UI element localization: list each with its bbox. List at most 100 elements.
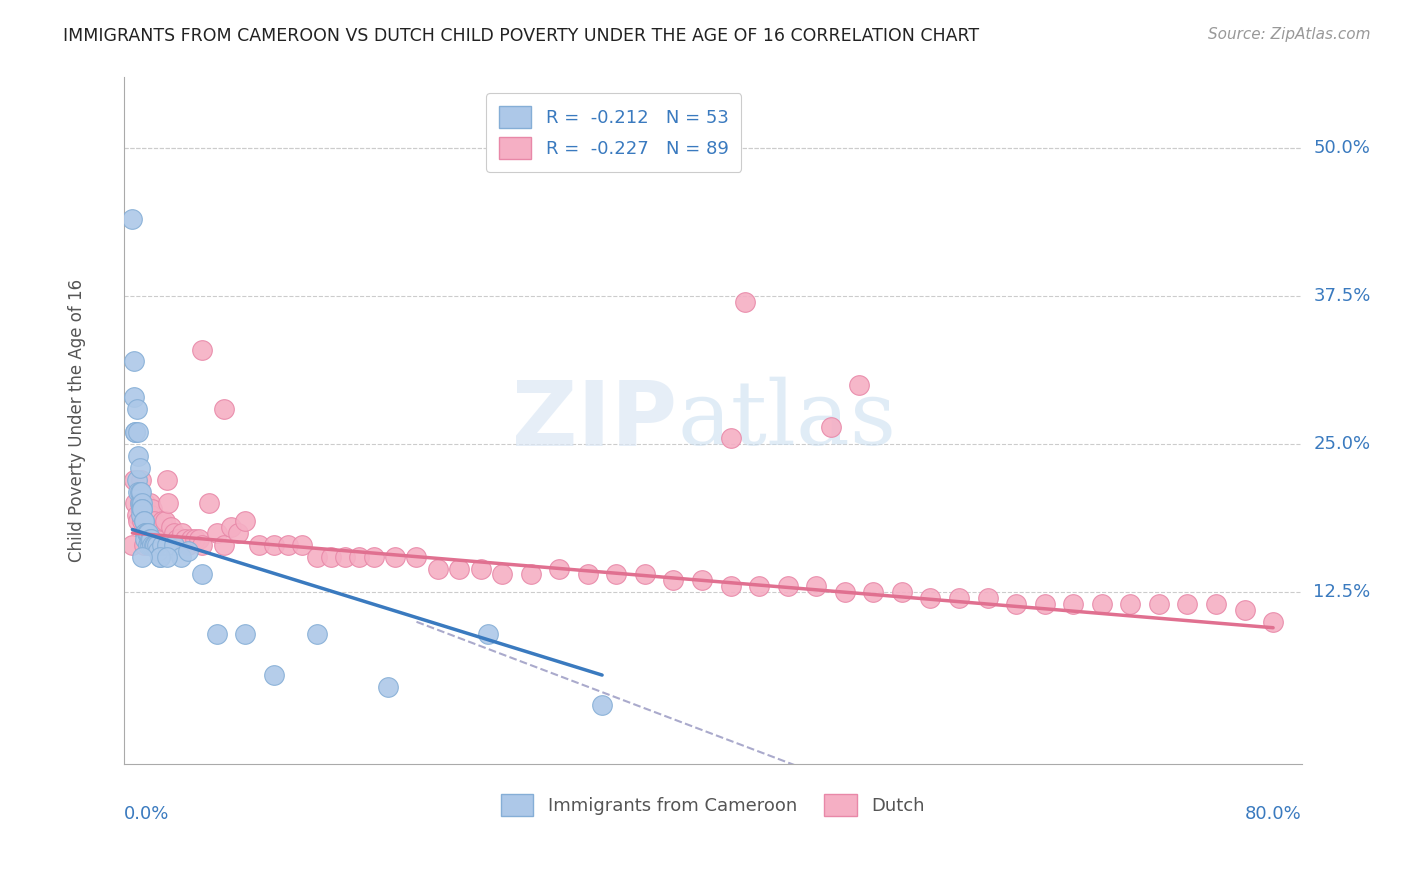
Point <box>177 538 200 552</box>
Point <box>122 473 145 487</box>
Point <box>129 473 152 487</box>
Point <box>205 526 228 541</box>
Point <box>477 626 499 640</box>
Point <box>138 532 160 546</box>
Text: 12.5%: 12.5% <box>1313 583 1371 601</box>
Point <box>1233 603 1256 617</box>
Point <box>129 508 152 523</box>
Point <box>150 514 173 528</box>
Point <box>157 496 180 510</box>
Point <box>605 567 627 582</box>
Point <box>156 538 179 552</box>
Point <box>131 496 153 510</box>
Point <box>212 538 235 552</box>
Point <box>131 514 153 528</box>
Point <box>124 496 146 510</box>
Point <box>576 567 599 582</box>
Point <box>1005 597 1028 611</box>
Point <box>166 532 188 546</box>
Point <box>1205 597 1227 611</box>
Point <box>148 549 170 564</box>
Point <box>349 549 371 564</box>
Point <box>233 514 256 528</box>
Text: 0.0%: 0.0% <box>124 805 169 823</box>
Point <box>319 549 342 564</box>
Point <box>129 496 152 510</box>
Point <box>249 538 271 552</box>
Point <box>449 561 471 575</box>
Point <box>146 543 169 558</box>
Point <box>122 390 145 404</box>
Point <box>141 538 163 552</box>
Point <box>948 591 970 606</box>
Point <box>748 579 770 593</box>
Point <box>591 698 613 712</box>
Point <box>128 496 150 510</box>
Point <box>124 425 146 440</box>
Point <box>233 626 256 640</box>
Point <box>138 538 160 552</box>
Point <box>143 520 166 534</box>
Point <box>305 549 328 564</box>
Point <box>180 532 202 546</box>
Point <box>212 401 235 416</box>
Point <box>129 484 152 499</box>
Point <box>470 561 492 575</box>
Point <box>690 574 713 588</box>
Point <box>920 591 942 606</box>
Point <box>125 473 148 487</box>
Point <box>426 561 449 575</box>
Point <box>145 526 167 541</box>
Point <box>156 473 179 487</box>
Point <box>226 526 249 541</box>
Point <box>198 496 221 510</box>
Point <box>405 549 427 564</box>
Point <box>125 508 148 523</box>
Text: 50.0%: 50.0% <box>1313 139 1371 158</box>
Legend: Immigrants from Cameroon, Dutch: Immigrants from Cameroon, Dutch <box>494 787 932 823</box>
Point <box>142 514 165 528</box>
Text: 80.0%: 80.0% <box>1244 805 1302 823</box>
Point <box>148 549 170 564</box>
Point <box>170 549 193 564</box>
Point <box>862 585 884 599</box>
Point <box>134 532 156 546</box>
Point <box>1119 597 1142 611</box>
Point <box>121 538 143 552</box>
Point <box>125 401 148 416</box>
Point <box>377 680 399 694</box>
Point <box>127 514 149 528</box>
Point <box>124 425 146 440</box>
Point <box>191 567 214 582</box>
Point <box>1147 597 1170 611</box>
Text: 25.0%: 25.0% <box>1313 435 1371 453</box>
Point <box>131 502 153 516</box>
Point <box>136 538 159 552</box>
Point <box>191 538 214 552</box>
Point <box>263 538 285 552</box>
Point <box>132 514 155 528</box>
Point <box>834 585 856 599</box>
Point <box>146 526 169 541</box>
Point <box>848 378 870 392</box>
Point <box>174 532 197 546</box>
Point <box>139 508 162 523</box>
Point <box>155 514 177 528</box>
Point <box>135 526 157 541</box>
Text: Child Poverty Under the Age of 16: Child Poverty Under the Age of 16 <box>67 279 86 562</box>
Point <box>1261 615 1284 629</box>
Point <box>1062 597 1084 611</box>
Point <box>136 520 159 534</box>
Point <box>141 502 163 516</box>
Point <box>132 514 155 528</box>
Point <box>177 543 200 558</box>
Point <box>734 295 756 310</box>
Point <box>184 532 207 546</box>
Point <box>976 591 998 606</box>
Point <box>134 526 156 541</box>
Point <box>129 502 152 516</box>
Point <box>156 549 179 564</box>
Point <box>205 626 228 640</box>
Point <box>662 574 685 588</box>
Text: ZIP: ZIP <box>512 376 678 465</box>
